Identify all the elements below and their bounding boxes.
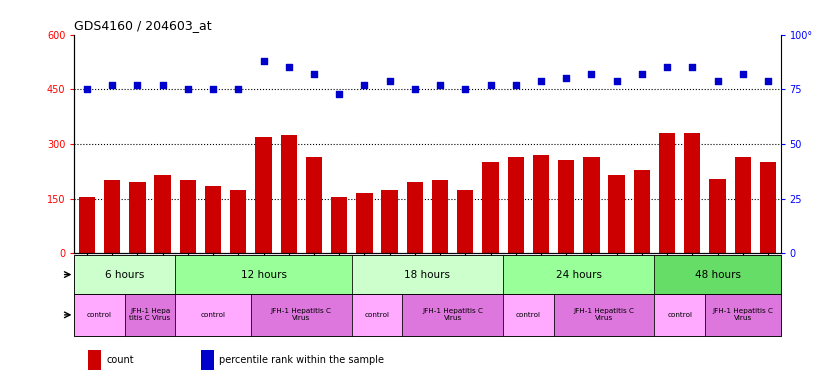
Point: [333, 91, 346, 97]
Point: [635, 71, 648, 77]
Bar: [352, 294, 402, 336]
Bar: [654, 294, 705, 336]
Bar: [88, 350, 101, 370]
Point: [458, 86, 472, 93]
Bar: [154, 175, 171, 253]
Point: [686, 65, 699, 71]
Bar: [202, 350, 214, 370]
Bar: [734, 157, 751, 253]
Bar: [74, 255, 175, 294]
Point: [80, 86, 93, 93]
Point: [534, 78, 548, 84]
Text: GDS4160 / 204603_at: GDS4160 / 204603_at: [74, 19, 212, 32]
Bar: [331, 197, 348, 253]
Bar: [175, 294, 251, 336]
Point: [307, 71, 320, 77]
Bar: [255, 137, 272, 253]
Text: JFH-1 Hepatitis C
Virus: JFH-1 Hepatitis C Virus: [573, 308, 634, 321]
Point: [762, 78, 775, 84]
Bar: [129, 182, 145, 253]
Point: [257, 58, 270, 64]
Bar: [710, 179, 726, 253]
Bar: [306, 157, 322, 253]
Text: control: control: [87, 312, 112, 318]
Text: JFH-1 Hepatitis C
Virus: JFH-1 Hepatitis C Virus: [271, 308, 332, 321]
Text: control: control: [201, 312, 225, 318]
Text: 6 hours: 6 hours: [105, 270, 145, 280]
Bar: [352, 255, 503, 294]
Point: [711, 78, 724, 84]
Bar: [230, 190, 246, 253]
Point: [585, 71, 598, 77]
Bar: [609, 175, 624, 253]
Point: [358, 82, 371, 88]
Bar: [251, 294, 352, 336]
Bar: [432, 180, 449, 253]
Bar: [356, 193, 373, 253]
Bar: [553, 294, 654, 336]
Text: 18 hours: 18 hours: [405, 270, 450, 280]
Bar: [78, 197, 95, 253]
Bar: [457, 190, 473, 253]
Bar: [659, 133, 676, 253]
Text: JFH-1 Hepatitis C
Virus: JFH-1 Hepatitis C Virus: [712, 308, 773, 321]
Bar: [179, 180, 196, 253]
Bar: [281, 135, 297, 253]
Text: percentile rank within the sample: percentile rank within the sample: [219, 355, 384, 365]
Text: JFH-1 Hepa
titis C Virus: JFH-1 Hepa titis C Virus: [130, 308, 171, 321]
Point: [408, 86, 421, 93]
Bar: [583, 157, 600, 253]
Bar: [402, 294, 503, 336]
Point: [509, 82, 522, 88]
Bar: [533, 155, 549, 253]
Text: control: control: [667, 312, 692, 318]
Point: [736, 71, 749, 77]
Point: [131, 82, 144, 88]
Point: [661, 65, 674, 71]
Bar: [558, 161, 574, 253]
Bar: [482, 162, 499, 253]
Point: [181, 86, 194, 93]
Bar: [654, 255, 781, 294]
Bar: [205, 186, 221, 253]
Bar: [406, 182, 423, 253]
Bar: [503, 255, 654, 294]
Bar: [705, 294, 781, 336]
Point: [156, 82, 169, 88]
Point: [434, 82, 447, 88]
Point: [106, 82, 119, 88]
Text: control: control: [364, 312, 390, 318]
Point: [231, 86, 244, 93]
Text: JFH-1 Hepatitis C
Virus: JFH-1 Hepatitis C Virus: [422, 308, 483, 321]
Point: [383, 78, 396, 84]
Bar: [175, 255, 352, 294]
Point: [559, 75, 572, 81]
Bar: [382, 190, 398, 253]
Bar: [507, 157, 524, 253]
Text: 24 hours: 24 hours: [556, 270, 602, 280]
Point: [206, 86, 220, 93]
Bar: [74, 294, 125, 336]
Bar: [634, 170, 650, 253]
Text: control: control: [516, 312, 541, 318]
Text: count: count: [106, 355, 134, 365]
Text: 48 hours: 48 hours: [695, 270, 741, 280]
Bar: [760, 162, 776, 253]
Point: [610, 78, 624, 84]
Bar: [125, 294, 175, 336]
Point: [282, 65, 296, 71]
Bar: [104, 180, 121, 253]
Text: 12 hours: 12 hours: [240, 270, 287, 280]
Bar: [503, 294, 553, 336]
Point: [484, 82, 497, 88]
Bar: [684, 133, 700, 253]
